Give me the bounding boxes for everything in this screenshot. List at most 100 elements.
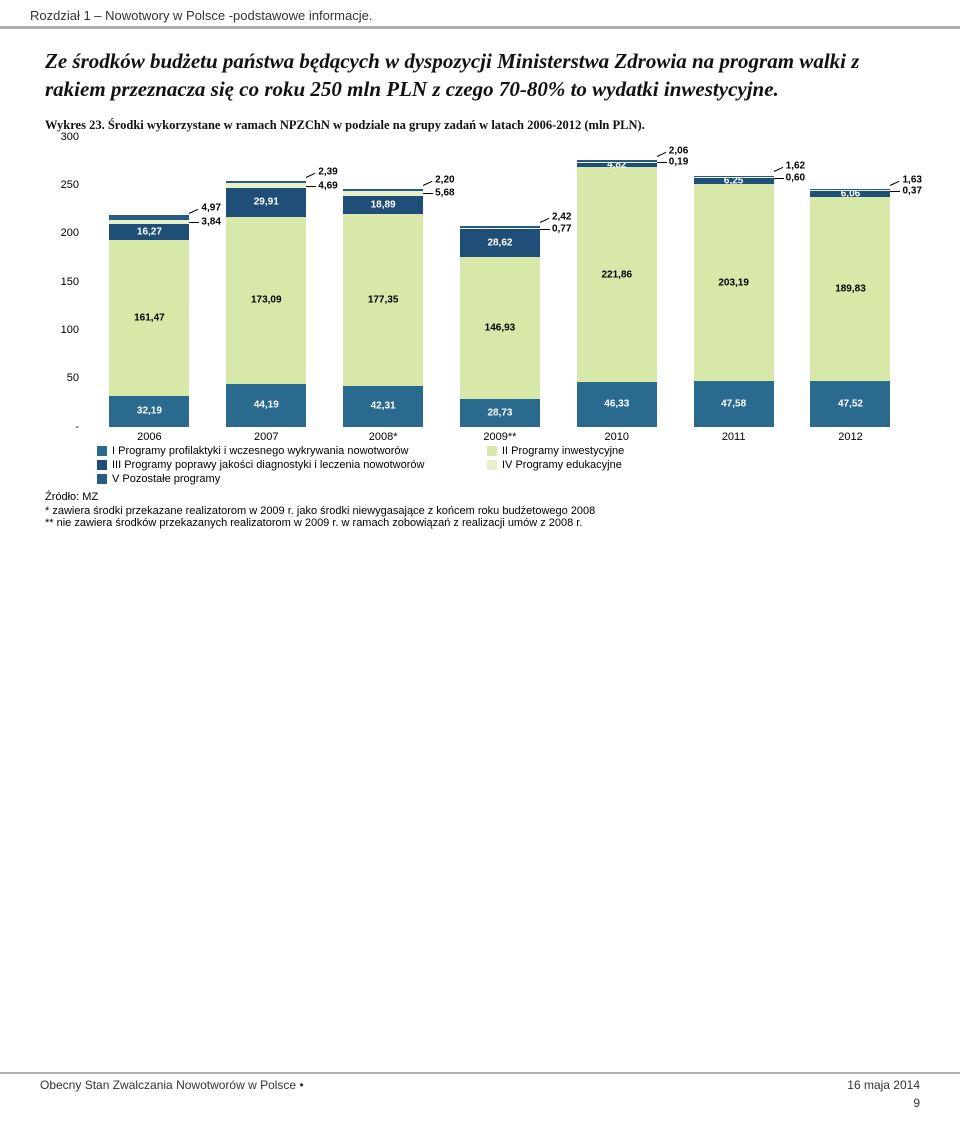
bar-segment: 44,19 <box>226 384 306 427</box>
segment-value-label: 2,20 <box>435 174 454 185</box>
y-tick: 250 <box>61 179 79 191</box>
y-tick: 100 <box>61 324 79 336</box>
bar-stack: 42,31177,3518,895,682,20 <box>343 189 423 427</box>
main-content: Ze środków budżetu państwa będących w dy… <box>0 29 960 539</box>
bar-stack: 44,19173,0929,914,692,39 <box>226 181 306 427</box>
y-axis: 30025020015010050- <box>45 137 83 423</box>
legend-swatch <box>487 460 497 470</box>
legend-item: IV Programy edukacyjne <box>487 459 847 471</box>
chart-plot: 32,19 161,47 16,27 3,84 4,97 44,19 173,09 29,91… <box>85 137 915 427</box>
segment-value-label: 4,69 <box>318 180 337 191</box>
x-axis: 200620072008*2009**201020112012 <box>85 427 915 443</box>
segment-value-label: 2,39 <box>318 167 337 178</box>
bar-segment: 42,31 <box>343 386 423 427</box>
pointer-line <box>657 162 667 163</box>
legend-item: III Programy poprawy jakości diagnostyki… <box>97 459 457 471</box>
bar-segment: 2,42 <box>460 226 540 228</box>
legend-swatch <box>97 474 107 484</box>
page-footer: Obecny Stan Zwalczania Nowotworów w Pols… <box>0 1072 960 1110</box>
legend-label: II Programy inwestycyjne <box>502 445 624 457</box>
segment-value-label: 16,27 <box>137 226 162 237</box>
legend-swatch <box>487 446 497 456</box>
chapter-header: Rozdział 1 – Nowotwory w Polsce -podstaw… <box>0 0 960 29</box>
bar-segment: 177,35 <box>343 214 423 385</box>
legend-label: I Programy profilaktyki i wczesnego wykr… <box>112 445 409 457</box>
bar-segment: 16,27 <box>109 224 189 240</box>
segment-value-label: 46,33 <box>604 399 629 410</box>
bar-segment: 0,60 <box>694 177 774 178</box>
bar-column: 42,31177,3518,895,682,20 <box>343 189 423 427</box>
bar-column: 47,58 203,19 6,250,601,62 <box>694 176 774 427</box>
segment-value-label: 161,47 <box>134 312 165 323</box>
segment-value-label: 177,35 <box>368 295 399 306</box>
legend-swatch <box>97 460 107 470</box>
segment-value-label: 1,62 <box>786 161 805 172</box>
segment-value-label: 173,09 <box>251 295 282 306</box>
footer-date: 16 maja 2014 <box>847 1078 920 1092</box>
segment-value-label: 2,06 <box>669 145 688 156</box>
chart-container: 30025020015010050- 32,19161,4716,273,844… <box>45 137 915 443</box>
segment-value-label: 0,60 <box>786 172 805 183</box>
segment-value-label: 44,19 <box>254 400 279 411</box>
y-tick: 50 <box>67 372 79 384</box>
segment-value-label: 47,52 <box>838 398 863 409</box>
legend-item: I Programy profilaktyki i wczesnego wykr… <box>97 445 457 457</box>
legend-label: III Programy poprawy jakości diagnostyki… <box>112 459 424 471</box>
segment-value-label: 29,91 <box>254 197 279 208</box>
bar-stack: 47,58 203,19 6,250,601,62 <box>694 176 774 427</box>
x-tick-label: 2007 <box>226 427 306 443</box>
bar-segment: 0,77 <box>460 228 540 229</box>
bar-segment: 1,62 <box>694 176 774 178</box>
bar-segment: 6,25 <box>694 178 774 184</box>
bar-segment: 46,33 <box>577 382 657 427</box>
footer-right: 16 maja 2014 9 <box>847 1078 920 1110</box>
bar-segment: 173,09 <box>226 217 306 384</box>
bar-segment: 2,06 <box>577 160 657 162</box>
segment-value-label: 203,19 <box>718 277 749 288</box>
x-tick-label: 2009** <box>460 427 540 443</box>
bar-column: 46,33 221,86 4,820,192,06 <box>577 160 657 427</box>
x-tick-label: 2011 <box>694 427 774 443</box>
segment-value-label: 47,58 <box>721 398 746 409</box>
segment-value-label: 0,77 <box>552 223 571 234</box>
segment-value-label: 3,84 <box>201 216 220 227</box>
bar-segment: 203,19 <box>694 184 774 380</box>
bar-segment: 18,89 <box>343 196 423 214</box>
bar-segment: 2,39 <box>226 181 306 183</box>
pointer-line <box>773 167 782 172</box>
pointer-line <box>540 218 549 223</box>
bar-column: 44,19173,0929,914,692,39 <box>226 181 306 427</box>
bar-segment: 4,82 <box>577 163 657 168</box>
legend-label: IV Programy edukacyjne <box>502 459 622 471</box>
legend-item: V Pozostałe programy <box>97 473 457 485</box>
pointer-line <box>306 186 316 187</box>
bar-column: 32,19161,4716,273,844,97 <box>109 215 189 426</box>
pointer-line <box>774 178 784 179</box>
bar-segment: 161,47 <box>109 240 189 396</box>
segment-value-label: 5,68 <box>435 188 454 199</box>
pointer-line <box>423 180 432 185</box>
segment-value-label: 18,89 <box>371 200 396 211</box>
pointer-line <box>890 180 899 185</box>
segment-value-label: 32,19 <box>137 406 162 417</box>
bar-segment: 0,37 <box>810 190 890 191</box>
bar-segment: 4,97 <box>109 215 189 220</box>
bar-segment: 189,83 <box>810 197 890 381</box>
x-tick-label: 2008* <box>343 427 423 443</box>
y-tick: 200 <box>61 227 79 239</box>
bar-segment: 5,68 <box>343 191 423 196</box>
chart-area: 32,19 161,47 16,27 3,84 4,97 44,19 173,09 29,91… <box>85 137 915 443</box>
segment-value-label: 4,97 <box>201 202 220 213</box>
footer-left: Obecny Stan Zwalczania Nowotworów w Pols… <box>40 1078 304 1110</box>
y-tick: 300 <box>61 131 79 143</box>
segment-value-label: 146,93 <box>485 322 516 333</box>
bar-segment: 28,73 <box>460 399 540 427</box>
x-tick-label: 2010 <box>577 427 657 443</box>
bar-segment: 0,19 <box>577 162 657 163</box>
segment-value-label: 221,86 <box>602 269 633 280</box>
chart-legend: I Programy profilaktyki i wczesnego wykr… <box>45 445 915 487</box>
pointer-line <box>189 208 198 213</box>
bar-segment: 146,93 <box>460 257 540 399</box>
bar-stack: 32,19161,4716,273,844,97 <box>109 215 189 426</box>
pointer-line <box>890 191 900 192</box>
